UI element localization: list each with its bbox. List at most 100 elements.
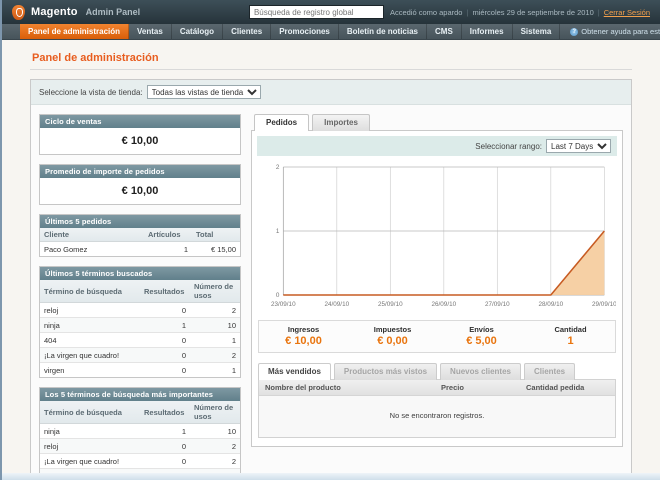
stat-envios: Envíos € 5,00 bbox=[466, 325, 497, 347]
stat-impuestos: Impuestos € 0,00 bbox=[373, 325, 412, 347]
nav-item-boletin[interactable]: Boletín de noticias bbox=[339, 24, 427, 39]
dashboard-container: Seleccione la vista de tienda: Todas las… bbox=[30, 79, 632, 480]
table-row[interactable]: virgen 0 1 bbox=[40, 362, 240, 377]
table-row[interactable]: ¡La virgen que cuadro! 0 2 bbox=[40, 453, 240, 469]
tab-nuevos-clientes[interactable]: Nuevos clientes bbox=[440, 363, 521, 380]
lifetime-sales-value: € 10,00 bbox=[121, 135, 159, 147]
column-header: Número de usos bbox=[190, 280, 240, 303]
last-orders-title: Últimos 5 pedidos bbox=[40, 215, 240, 228]
column-header: Resultados bbox=[140, 401, 190, 424]
range-label: Seleccionar rango: bbox=[475, 141, 542, 151]
table-row[interactable]: Paco Gomez 1 € 15,00 bbox=[40, 241, 240, 256]
column-header: Artículos bbox=[144, 228, 192, 242]
products-grid: Nombre del producto Precio Cantidad pedi… bbox=[258, 379, 616, 438]
range-bar: Seleccionar rango: Last 7 Days bbox=[257, 136, 617, 156]
average-orders-card: Promedio de importe de pedidos € 10,00 bbox=[39, 164, 241, 205]
title-divider bbox=[30, 69, 632, 70]
current-date: miércoles 29 de septiembre de 2010 bbox=[472, 7, 594, 17]
last-search-card: Últimos 5 términos buscados Término de b… bbox=[39, 266, 241, 378]
svg-text:1: 1 bbox=[276, 228, 280, 235]
dashboard-body: Ciclo de ventas € 10,00 Promedio de impo… bbox=[31, 105, 631, 480]
column-header: Precio bbox=[435, 380, 520, 396]
svg-text:29/09/10: 29/09/10 bbox=[592, 301, 616, 308]
nav-item-dashboard[interactable]: Panel de administración bbox=[20, 24, 130, 39]
svg-text:0: 0 bbox=[276, 292, 280, 299]
nav-item-clientes[interactable]: Clientes bbox=[223, 24, 272, 39]
totals-row: Ingresos € 10,00 Impuestos € 0,00 Envíos… bbox=[258, 320, 616, 353]
column-header: Término de búsqueda bbox=[40, 280, 140, 303]
browser-bottom-edge bbox=[2, 473, 660, 480]
lifetime-sales-title: Ciclo de ventas bbox=[40, 115, 240, 128]
chart-panel: Seleccionar rango: Last 7 Days 0 1 2 23/09/… bbox=[251, 130, 623, 447]
range-select[interactable]: Last 7 Days bbox=[546, 139, 611, 153]
column-header: Cliente bbox=[40, 228, 144, 242]
separator: | bbox=[597, 7, 600, 17]
grid-tabs: Más vendidos Productos más vistos Nuevos… bbox=[258, 363, 616, 380]
table-row[interactable]: reloj 0 2 bbox=[40, 438, 240, 454]
table-row[interactable]: ninja 1 10 bbox=[40, 317, 240, 333]
average-orders-title: Promedio de importe de pedidos bbox=[40, 165, 240, 178]
logo-text: Magento bbox=[31, 6, 78, 18]
logo-suffix: Admin Panel bbox=[85, 7, 141, 17]
main-nav: Panel de administración Ventas Catálogo … bbox=[2, 24, 660, 40]
last-orders-table: Cliente Artículos Total Paco Gomez 1 € 1… bbox=[40, 228, 240, 256]
tab-mas-vendidos[interactable]: Más vendidos bbox=[258, 363, 331, 380]
column-header: Cantidad pedida bbox=[520, 380, 615, 396]
top-search-card: Los 5 términos de búsqueda más important… bbox=[39, 387, 241, 480]
nav-item-ventas[interactable]: Ventas bbox=[129, 24, 172, 39]
tab-clientes[interactable]: Clientes bbox=[523, 363, 576, 380]
store-view-select[interactable]: Todas las vistas de tienda bbox=[146, 85, 261, 99]
average-orders-value: € 10,00 bbox=[121, 185, 159, 197]
column-header: Resultados bbox=[140, 280, 190, 303]
svg-text:24/09/10: 24/09/10 bbox=[325, 301, 350, 308]
store-view-bar: Seleccione la vista de tienda: Todas las… bbox=[31, 80, 631, 105]
help-icon: ? bbox=[570, 27, 579, 36]
column-header: Número de usos bbox=[190, 401, 240, 424]
last-search-title: Últimos 5 términos buscados bbox=[40, 267, 240, 280]
global-search-input[interactable] bbox=[248, 5, 384, 19]
dashboard-main: Pedidos Importes Seleccionar rango: Last… bbox=[251, 114, 623, 480]
empty-grid-message: No se encontraron registros. bbox=[259, 395, 615, 437]
top-search-title: Los 5 términos de búsqueda más important… bbox=[40, 388, 240, 401]
last-search-table: Término de búsqueda Resultados Número de… bbox=[40, 280, 240, 377]
tab-pedidos[interactable]: Pedidos bbox=[254, 114, 310, 131]
tab-productos-mas-vistos[interactable]: Productos más vistos bbox=[333, 363, 438, 380]
separator: | bbox=[466, 7, 469, 17]
column-header: Nombre del producto bbox=[259, 380, 435, 396]
top-header: Magento Admin Panel Accedió como apardo … bbox=[2, 0, 660, 24]
nav-item-informes[interactable]: Informes bbox=[462, 24, 513, 39]
dashboard-sidebar: Ciclo de ventas € 10,00 Promedio de impo… bbox=[39, 114, 241, 480]
store-view-label: Seleccione la vista de tienda: bbox=[39, 87, 143, 97]
chart-tabs: Pedidos Importes bbox=[251, 114, 623, 131]
page-content: Panel de administración Seleccione la vi… bbox=[2, 40, 660, 480]
svg-text:23/09/10: 23/09/10 bbox=[271, 301, 296, 308]
table-row[interactable]: 404 0 1 bbox=[40, 332, 240, 348]
page-title: Panel de administración bbox=[32, 52, 159, 64]
svg-text:2: 2 bbox=[276, 164, 280, 171]
magento-logo-icon bbox=[12, 4, 25, 20]
header-meta: Accedió como apardo | miércoles 29 de se… bbox=[390, 8, 650, 17]
logged-in-as: Accedió como apardo bbox=[389, 7, 463, 17]
last-orders-card: Últimos 5 pedidos Cliente Artículos Tota… bbox=[39, 214, 241, 257]
nav-item-promociones[interactable]: Promociones bbox=[271, 24, 339, 39]
logout-link[interactable]: Cerrar Sesión bbox=[603, 7, 650, 17]
orders-area-chart: 0 1 2 23/09/10 24/09/10 25/09/10 26/09/10 27/09… bbox=[271, 164, 616, 308]
tab-importes[interactable]: Importes bbox=[312, 114, 370, 131]
help-link[interactable]: ? Obtener ayuda para esta página bbox=[560, 24, 660, 39]
svg-text:27/09/10: 27/09/10 bbox=[485, 301, 510, 308]
table-row[interactable]: ninja 1 10 bbox=[40, 423, 240, 439]
nav-item-catalogo[interactable]: Catálogo bbox=[172, 24, 224, 39]
lifetime-sales-card: Ciclo de ventas € 10,00 bbox=[39, 114, 241, 155]
top-search-table: Término de búsqueda Resultados Número de… bbox=[40, 401, 240, 480]
svg-text:26/09/10: 26/09/10 bbox=[432, 301, 457, 308]
nav-item-cms[interactable]: CMS bbox=[427, 24, 462, 39]
svg-text:28/09/10: 28/09/10 bbox=[539, 301, 564, 308]
table-row[interactable]: ¡La virgen que cuadro! 0 2 bbox=[40, 347, 240, 363]
svg-text:25/09/10: 25/09/10 bbox=[378, 301, 403, 308]
help-label: Obtener ayuda para esta página bbox=[581, 27, 660, 36]
nav-item-sistema[interactable]: Sistema bbox=[513, 24, 561, 39]
stat-ingresos: Ingresos € 10,00 bbox=[285, 325, 322, 347]
stat-cantidad: Cantidad 1 bbox=[554, 325, 587, 347]
table-row[interactable]: reloj 0 2 bbox=[40, 302, 240, 318]
